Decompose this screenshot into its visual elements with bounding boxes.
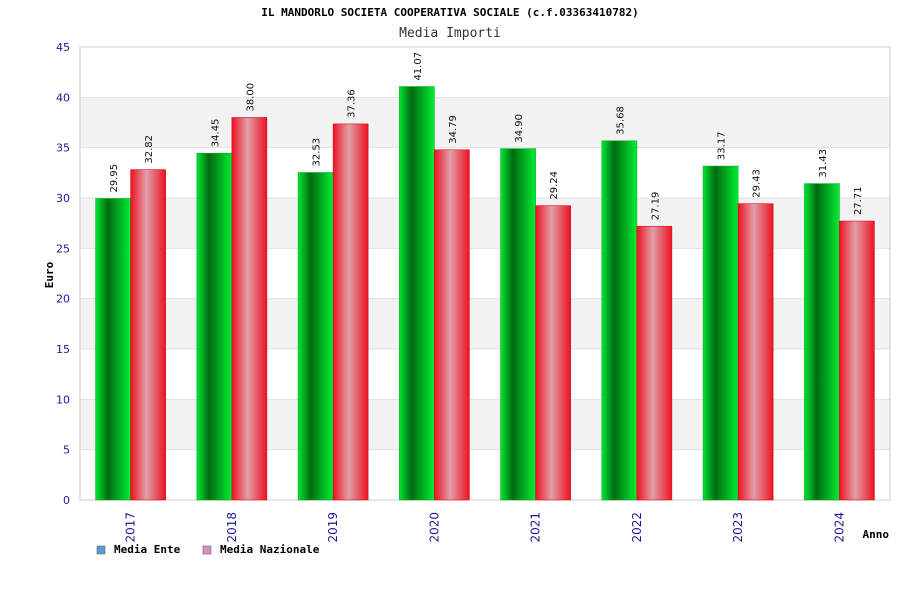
x-tick-label: 2023 xyxy=(731,512,745,543)
y-tick-label: 20 xyxy=(56,293,70,306)
value-label: 32.53 xyxy=(312,138,323,167)
value-label: 29.95 xyxy=(109,164,120,193)
value-label: 27.71 xyxy=(853,186,864,215)
value-label: 35.68 xyxy=(615,106,626,135)
legend-swatch xyxy=(202,545,212,555)
bar-media-ente-2023 xyxy=(702,165,739,501)
value-label: 29.24 xyxy=(549,171,560,200)
bar-media-nazionale-2022 xyxy=(636,225,673,501)
bars xyxy=(95,86,875,501)
y-tick-label: 25 xyxy=(56,242,70,255)
bar-media-nazionale-2017 xyxy=(130,169,166,501)
x-axis-ticks: 2017 2018 2019 2020 2021 2022 2023 2024 xyxy=(124,512,847,543)
x-tick-label: 2021 xyxy=(529,512,543,543)
y-tick-label: 0 xyxy=(63,494,70,507)
y-tick-label: 30 xyxy=(56,192,70,205)
bar-media-ente-2022 xyxy=(601,140,638,501)
y-tick-label: 15 xyxy=(56,343,70,356)
bar-media-nazionale-2019 xyxy=(332,123,369,501)
grid-band xyxy=(80,97,890,148)
bar-media-ente-2024 xyxy=(804,183,840,501)
plot-area xyxy=(79,46,891,501)
bar-media-ente-2021 xyxy=(500,148,536,501)
x-tick-label: 2024 xyxy=(832,512,846,543)
x-tick-label: 2022 xyxy=(630,512,644,543)
chart-subtitle: Media Importi xyxy=(399,26,501,41)
x-tick-label: 2017 xyxy=(124,512,138,543)
bar-media-nazionale-2020 xyxy=(434,149,470,501)
bar-media-ente-2020 xyxy=(399,86,435,501)
legend: Media Ente Media Nazionale xyxy=(96,543,320,556)
chart-title: IL MANDORLO SOCIETA COOPERATIVA SOCIALE … xyxy=(261,6,639,19)
value-label: 27.19 xyxy=(650,192,661,221)
bar-media-ente-2019 xyxy=(297,172,334,501)
x-axis-label: Anno xyxy=(863,528,890,541)
legend-label: Media Ente xyxy=(114,543,181,556)
y-tick-label: 45 xyxy=(56,41,70,54)
y-tick-label: 35 xyxy=(56,142,70,155)
value-label: 33.17 xyxy=(717,131,728,160)
x-tick-label: 2020 xyxy=(427,512,441,543)
bar-media-nazionale-2018 xyxy=(231,117,268,501)
legend-label: Media Nazionale xyxy=(220,543,320,556)
bar-media-nazionale-2021 xyxy=(535,205,571,501)
bar-media-nazionale-2023 xyxy=(737,203,774,501)
value-label: 38.00 xyxy=(245,83,256,112)
y-tick-label: 10 xyxy=(56,393,70,406)
value-label: 32.82 xyxy=(144,135,155,164)
y-axis-label: Euro xyxy=(43,261,56,288)
x-tick-label: 2019 xyxy=(326,512,340,543)
y-tick-label: 5 xyxy=(63,444,70,457)
bar-media-nazionale-2024 xyxy=(839,220,875,501)
value-labels: 29.95 32.82 34.45 38.00 32.53 37.36 41.07 34.79… xyxy=(109,52,864,220)
legend-swatch xyxy=(96,545,106,555)
value-label: 34.79 xyxy=(448,115,459,144)
value-label: 31.43 xyxy=(818,149,829,178)
grid-band xyxy=(80,47,890,98)
bar-media-ente-2017 xyxy=(95,198,131,501)
x-tick-label: 2018 xyxy=(225,512,239,543)
y-axis-ticks: 0 5 10 15 20 25 30 35 40 45 xyxy=(56,41,70,507)
y-tick-label: 40 xyxy=(56,91,70,104)
value-label: 34.90 xyxy=(514,114,525,143)
value-label: 29.43 xyxy=(752,169,763,198)
bar-media-ente-2018 xyxy=(196,152,233,501)
value-label: 34.45 xyxy=(210,119,221,148)
value-label: 41.07 xyxy=(413,52,424,81)
value-label: 37.36 xyxy=(347,89,358,118)
